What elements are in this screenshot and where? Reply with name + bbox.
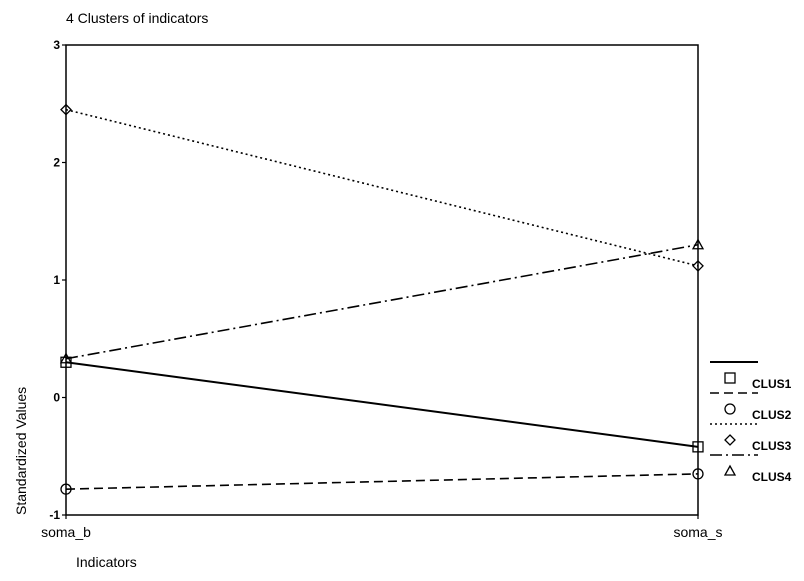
legend-label-clus2: CLUS2: [752, 408, 792, 422]
y-tick-label: 0: [53, 391, 60, 405]
series-line-clus3: [65, 108, 699, 267]
series-line-clus4: [65, 243, 699, 360]
x-axis-label: Indicators: [76, 554, 137, 570]
legend-marker-clus1: [724, 372, 736, 384]
data-point-clus1: [692, 441, 704, 453]
data-point-clus4: [59, 352, 73, 364]
legend: CLUS1 CLUS2 CLUS3 CLUS4: [710, 361, 792, 484]
y-tick-label: 2: [53, 156, 60, 170]
data-point-clus4: [691, 238, 705, 250]
x-tick-label: soma_b: [41, 524, 91, 540]
y-tick-label: 3: [53, 38, 60, 52]
legend-marker-clus3: [724, 434, 736, 446]
series-layer: [59, 103, 705, 495]
y-tick-label: -1: [49, 508, 60, 522]
legend-label-clus4: CLUS4: [752, 470, 792, 484]
y-tick-label: 1: [53, 273, 60, 287]
legend-label-clus1: CLUS1: [752, 377, 792, 391]
data-point-clus2: [60, 483, 72, 495]
series-line-clus2: [65, 473, 699, 490]
legend-label-clus3: CLUS3: [752, 439, 792, 453]
y-axis-label: Standardized Values: [13, 387, 29, 515]
x-axis-ticks: soma_b soma_s: [41, 515, 723, 540]
plot-frame: [65, 44, 699, 516]
data-point-clus2: [692, 468, 704, 480]
legend-marker-clus4: [723, 464, 737, 476]
data-point-clus3: [60, 103, 72, 116]
y-axis-ticks: 3 2 1 0 -1: [49, 38, 66, 522]
legend-marker-clus2: [724, 403, 736, 415]
x-tick-label: soma_s: [673, 524, 722, 540]
chart-title: 4 Clusters of indicators: [66, 10, 208, 26]
data-point-clus3: [692, 259, 704, 272]
series-line-clus1: [65, 361, 699, 448]
